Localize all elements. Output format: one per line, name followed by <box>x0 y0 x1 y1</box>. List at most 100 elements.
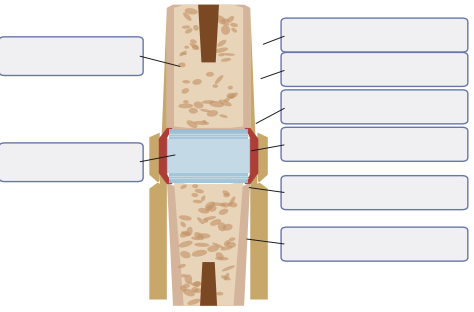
Polygon shape <box>250 8 268 300</box>
Ellipse shape <box>216 252 224 260</box>
Ellipse shape <box>209 101 224 107</box>
Ellipse shape <box>207 245 219 252</box>
Ellipse shape <box>215 75 223 84</box>
Ellipse shape <box>203 219 208 223</box>
FancyBboxPatch shape <box>281 176 468 210</box>
Polygon shape <box>169 129 248 139</box>
Ellipse shape <box>221 25 230 35</box>
Ellipse shape <box>187 299 201 305</box>
Ellipse shape <box>206 72 214 77</box>
Ellipse shape <box>178 104 193 108</box>
Ellipse shape <box>183 284 190 288</box>
Ellipse shape <box>216 15 226 24</box>
Ellipse shape <box>230 92 238 98</box>
Polygon shape <box>149 8 167 300</box>
Ellipse shape <box>224 240 230 246</box>
Polygon shape <box>167 139 250 173</box>
Ellipse shape <box>222 53 235 56</box>
Ellipse shape <box>229 237 236 241</box>
Ellipse shape <box>224 98 229 102</box>
Ellipse shape <box>178 62 186 67</box>
Polygon shape <box>200 262 217 306</box>
Ellipse shape <box>227 16 234 23</box>
Ellipse shape <box>223 22 229 26</box>
FancyBboxPatch shape <box>281 18 468 52</box>
Ellipse shape <box>197 233 210 239</box>
Ellipse shape <box>202 120 207 124</box>
Ellipse shape <box>190 39 197 44</box>
Ellipse shape <box>203 216 216 221</box>
Ellipse shape <box>208 204 217 212</box>
Polygon shape <box>246 129 258 183</box>
Ellipse shape <box>218 222 226 231</box>
Ellipse shape <box>229 197 235 206</box>
Ellipse shape <box>182 88 189 94</box>
Ellipse shape <box>184 46 189 49</box>
FancyBboxPatch shape <box>0 143 143 182</box>
Ellipse shape <box>184 275 192 284</box>
Ellipse shape <box>185 8 198 15</box>
Ellipse shape <box>200 109 210 112</box>
Ellipse shape <box>221 58 231 62</box>
Ellipse shape <box>180 52 187 55</box>
Ellipse shape <box>179 51 187 56</box>
Ellipse shape <box>212 243 224 248</box>
Ellipse shape <box>193 281 201 286</box>
Ellipse shape <box>193 200 202 203</box>
Ellipse shape <box>219 100 232 106</box>
Ellipse shape <box>223 224 233 231</box>
Ellipse shape <box>214 47 228 53</box>
Ellipse shape <box>190 43 199 50</box>
Ellipse shape <box>228 85 233 90</box>
Ellipse shape <box>220 246 233 251</box>
Ellipse shape <box>207 110 218 117</box>
Ellipse shape <box>226 242 236 248</box>
Ellipse shape <box>195 189 204 193</box>
Ellipse shape <box>189 282 199 287</box>
Ellipse shape <box>210 219 221 226</box>
Ellipse shape <box>193 101 203 108</box>
Polygon shape <box>198 5 219 62</box>
Ellipse shape <box>220 202 230 207</box>
Ellipse shape <box>228 202 237 207</box>
Ellipse shape <box>192 250 207 257</box>
Ellipse shape <box>220 19 229 23</box>
Ellipse shape <box>189 108 198 114</box>
Ellipse shape <box>194 121 209 125</box>
Ellipse shape <box>201 195 205 201</box>
Ellipse shape <box>222 265 235 271</box>
Ellipse shape <box>215 257 228 261</box>
Ellipse shape <box>191 287 199 292</box>
Ellipse shape <box>180 251 191 258</box>
Ellipse shape <box>224 273 229 280</box>
Ellipse shape <box>197 217 204 224</box>
Ellipse shape <box>179 241 192 247</box>
Ellipse shape <box>181 231 191 236</box>
Ellipse shape <box>228 95 234 99</box>
Ellipse shape <box>230 23 238 27</box>
Ellipse shape <box>231 28 237 33</box>
Ellipse shape <box>217 40 226 47</box>
FancyBboxPatch shape <box>281 227 468 261</box>
Ellipse shape <box>212 84 218 88</box>
Ellipse shape <box>180 285 187 292</box>
Ellipse shape <box>223 193 230 197</box>
Ellipse shape <box>181 222 186 227</box>
Ellipse shape <box>193 289 202 293</box>
Ellipse shape <box>183 100 189 104</box>
Ellipse shape <box>219 114 228 118</box>
Ellipse shape <box>205 205 213 211</box>
Ellipse shape <box>187 120 198 128</box>
Ellipse shape <box>191 236 200 240</box>
Ellipse shape <box>222 190 230 196</box>
Ellipse shape <box>194 232 204 240</box>
Ellipse shape <box>185 28 192 34</box>
Ellipse shape <box>194 281 201 286</box>
Ellipse shape <box>192 45 199 50</box>
Ellipse shape <box>183 12 191 21</box>
Polygon shape <box>167 5 250 133</box>
Ellipse shape <box>186 227 192 236</box>
Ellipse shape <box>193 25 199 31</box>
Ellipse shape <box>191 193 198 197</box>
Ellipse shape <box>219 209 228 215</box>
